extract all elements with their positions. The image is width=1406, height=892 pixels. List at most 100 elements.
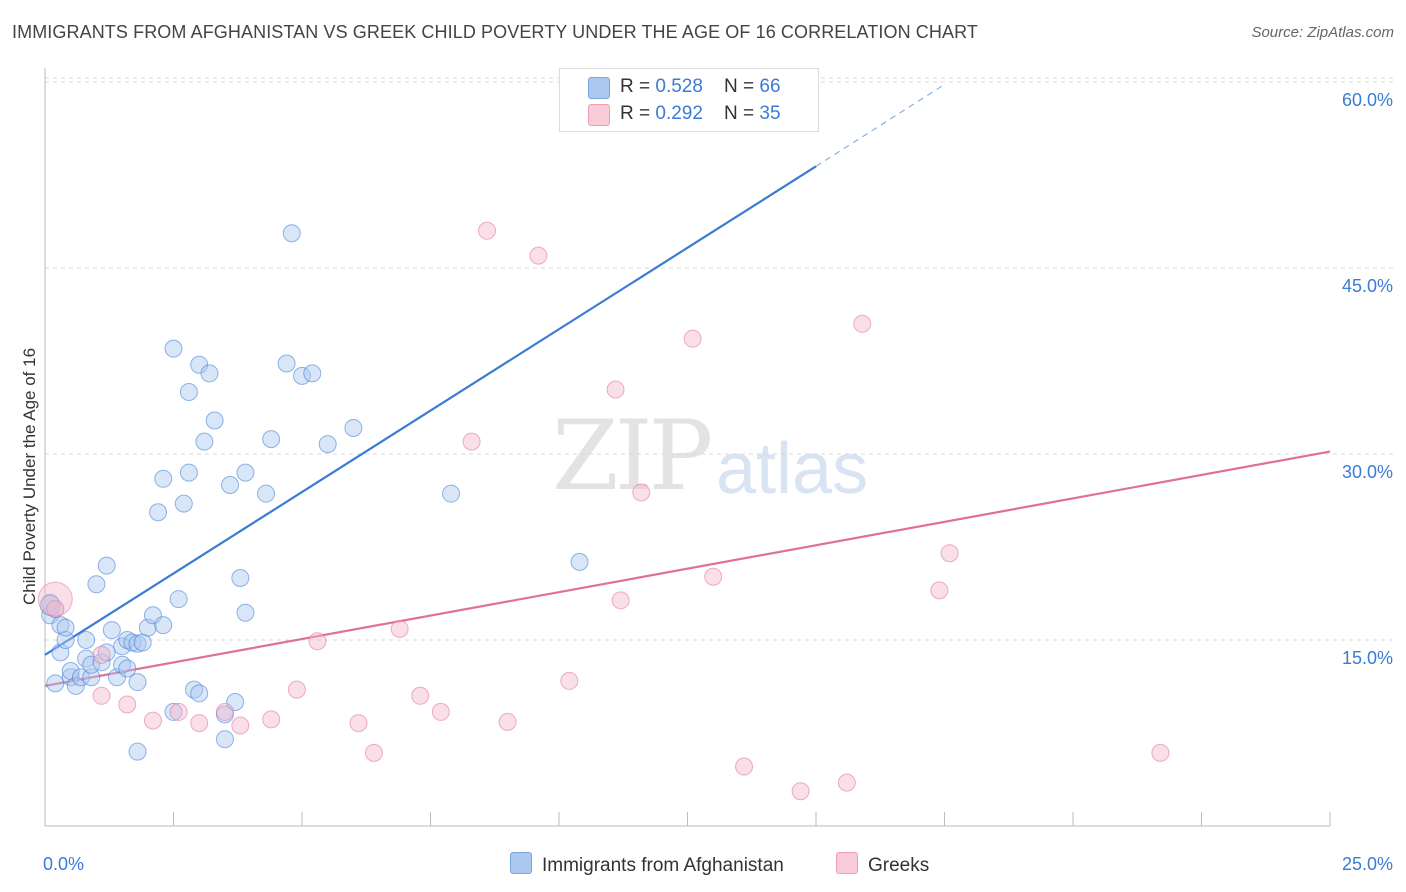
blue-swatch: [588, 77, 610, 99]
point-afghanistan: [303, 364, 322, 383]
point-greeks: [46, 600, 65, 618]
point-greeks: [287, 680, 306, 699]
point-greeks: [118, 695, 137, 714]
point-greeks: [92, 645, 111, 664]
point-afghanistan: [128, 673, 147, 692]
point-afghanistan: [149, 503, 168, 522]
point-afghanistan: [97, 643, 116, 662]
tick-labels: 15.0% 30.0% 45.0% 60.0% 0.0% 25.0%: [43, 90, 1393, 874]
point-greeks: [704, 567, 723, 586]
point-afghanistan: [282, 224, 301, 243]
point-greeks: [529, 246, 548, 265]
point-afghanistan: [128, 742, 147, 761]
point-greeks: [837, 773, 856, 792]
point-greeks: [390, 619, 409, 638]
n-value: 35: [759, 103, 781, 124]
trend-line-greeks: [44, 450, 1331, 687]
point-afghanistan: [56, 618, 75, 637]
y-tick-label: 60.0%: [1342, 90, 1393, 110]
point-greeks: [683, 329, 702, 348]
r-value: 0.528: [655, 76, 703, 97]
point-afghanistan: [174, 494, 193, 513]
stats-legend: R = 0.528 N = 66 R = 0.292 N = 35: [559, 68, 819, 132]
point-afghanistan: [97, 556, 116, 575]
point-greeks: [462, 432, 481, 451]
point-greeks: [215, 702, 234, 721]
point-afghanistan: [118, 659, 137, 678]
point-afghanistan: [102, 621, 121, 640]
y-tick-label: 45.0%: [1342, 276, 1393, 296]
point-greeks: [560, 671, 579, 690]
watermark-atlas: atlas: [716, 429, 869, 509]
point-afghanistan: [293, 366, 311, 385]
trend-line-afghanistan-extension: [815, 84, 945, 167]
blue-swatch: [510, 852, 532, 874]
r-value: 0.292: [655, 103, 703, 124]
pink-swatch: [836, 852, 858, 874]
point-afghanistan: [200, 364, 219, 383]
point-afghanistan: [570, 552, 589, 571]
y-tick-label: 30.0%: [1342, 462, 1393, 482]
point-afghanistan: [318, 435, 337, 454]
point-afghanistan: [190, 684, 209, 703]
point-greeks: [606, 380, 625, 399]
point-afghanistan: [118, 631, 137, 649]
point-afghanistan: [164, 339, 183, 358]
point-greeks: [411, 686, 430, 705]
point-greeks-large: [37, 581, 73, 617]
point-afghanistan: [66, 676, 85, 695]
y-tick-label: 15.0%: [1342, 648, 1393, 668]
n-label: N =: [724, 76, 760, 97]
axes: [44, 68, 1331, 827]
x-tick-label: 0.0%: [43, 854, 84, 874]
point-afghanistan: [344, 418, 363, 437]
point-afghanistan: [46, 674, 65, 693]
point-greeks: [498, 712, 517, 731]
point-afghanistan: [236, 463, 255, 482]
point-afghanistan: [87, 575, 106, 594]
gridlines: [45, 77, 1395, 641]
point-afghanistan: [215, 730, 234, 749]
point-greeks: [349, 714, 368, 733]
point-greeks: [190, 714, 209, 733]
point-afghanistan: [442, 484, 461, 503]
point-afghanistan: [169, 590, 188, 609]
data-points: [37, 221, 1170, 801]
trend-line-afghanistan: [44, 165, 817, 656]
legend-label-afghanistan: Immigrants from Afghanistan: [542, 855, 784, 876]
point-afghanistan: [77, 631, 96, 649]
point-afghanistan: [205, 411, 224, 430]
point-afghanistan: [257, 484, 276, 503]
point-greeks: [431, 702, 450, 721]
point-greeks: [611, 591, 630, 610]
point-afghanistan: [61, 668, 80, 687]
point-greeks: [1151, 743, 1170, 762]
point-afghanistan: [154, 616, 173, 635]
point-afghanistan: [56, 631, 75, 649]
y-axis-label: Child Poverty Under the Age of 16: [20, 347, 39, 605]
r-label: R =: [620, 76, 656, 97]
point-greeks: [478, 221, 497, 240]
legend-label-greeks: Greeks: [868, 855, 930, 876]
point-greeks: [364, 743, 383, 762]
x-tick-label: 25.0%: [1342, 854, 1393, 874]
point-afghanistan: [179, 383, 198, 401]
point-afghanistan: [195, 432, 214, 451]
point-afghanistan: [277, 354, 296, 373]
legend-item-afghanistan[interactable]: Immigrants from Afghanistan: [510, 852, 784, 877]
point-greeks: [231, 716, 250, 735]
trend-lines: [44, 84, 1331, 687]
source-label: Source: ZipAtlas.com: [1251, 24, 1394, 41]
point-afghanistan: [179, 463, 198, 482]
point-afghanistan: [92, 653, 111, 672]
point-greeks: [735, 757, 754, 776]
point-greeks: [143, 711, 162, 730]
point-afghanistan: [262, 430, 281, 449]
point-greeks: [853, 314, 872, 333]
point-afghanistan: [236, 603, 255, 622]
legend-item-greeks[interactable]: Greeks: [836, 852, 929, 877]
point-afghanistan: [82, 668, 101, 687]
point-greeks: [308, 632, 327, 651]
point-afghanistan: [71, 668, 90, 687]
